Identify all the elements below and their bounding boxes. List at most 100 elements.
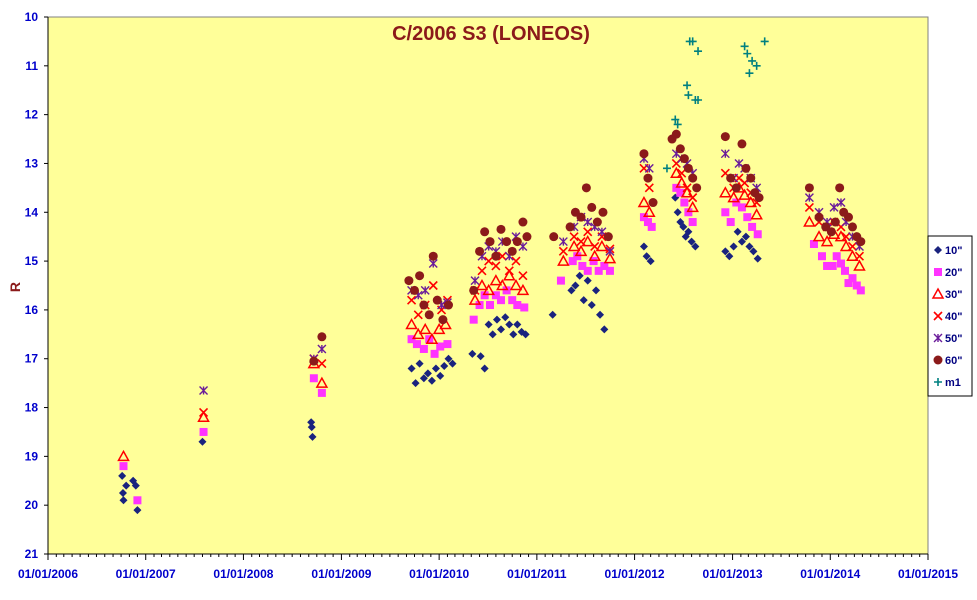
data-point xyxy=(684,208,693,217)
data-point xyxy=(836,259,845,268)
data-point xyxy=(573,252,582,261)
data-point xyxy=(727,191,740,203)
data-point xyxy=(431,364,440,373)
data-point xyxy=(677,168,687,178)
data-point xyxy=(814,212,824,222)
data-point xyxy=(684,227,693,236)
data-point xyxy=(639,242,648,251)
data-point xyxy=(309,374,318,383)
data-point xyxy=(469,315,478,324)
data-point xyxy=(411,379,420,388)
data-point xyxy=(565,222,575,232)
data-point xyxy=(587,202,597,212)
legend-label: m1 xyxy=(945,377,961,389)
data-point xyxy=(518,217,528,227)
data-point xyxy=(760,37,769,46)
data-point xyxy=(642,252,651,261)
data-point xyxy=(480,364,489,373)
data-point xyxy=(502,286,511,295)
data-point xyxy=(643,205,656,218)
data-point xyxy=(448,359,457,368)
legend-marker xyxy=(934,378,942,386)
data-point xyxy=(856,237,866,247)
data-point xyxy=(518,271,528,281)
data-point xyxy=(676,188,685,197)
data-point xyxy=(834,230,848,242)
series-5 xyxy=(309,129,866,366)
data-point xyxy=(571,281,580,290)
data-point xyxy=(436,342,445,351)
x-tick-label: 01/01/2008 xyxy=(213,567,273,581)
data-point xyxy=(854,251,865,261)
x-tick-label: 01/01/2009 xyxy=(311,567,371,581)
data-point xyxy=(836,198,846,208)
legend-marker xyxy=(933,355,943,365)
data-point xyxy=(687,237,696,246)
legend-label: 20" xyxy=(945,267,962,279)
data-point xyxy=(753,230,762,239)
data-point xyxy=(119,462,128,471)
legend-label: 60" xyxy=(945,355,962,367)
data-point xyxy=(509,278,523,291)
data-point xyxy=(428,251,438,261)
data-point xyxy=(503,269,516,281)
data-point xyxy=(589,257,598,266)
y-axis-label: R xyxy=(7,282,23,292)
data-point xyxy=(721,247,730,256)
legend: 10" 20" 30" 40" 50" 60" m1 xyxy=(927,235,973,397)
x-tick-label: 01/01/2015 xyxy=(898,567,958,581)
data-point xyxy=(522,232,532,242)
data-point xyxy=(512,237,522,247)
data-point xyxy=(847,241,858,252)
data-point xyxy=(412,340,421,349)
data-point xyxy=(484,256,494,266)
data-point xyxy=(852,281,861,290)
data-point xyxy=(829,202,839,212)
data-point xyxy=(603,252,617,264)
data-point xyxy=(413,310,423,320)
data-point xyxy=(594,266,603,275)
data-point xyxy=(199,427,208,436)
data-point xyxy=(556,276,565,285)
data-point xyxy=(583,276,592,285)
data-point xyxy=(415,359,424,368)
data-point xyxy=(595,239,609,252)
data-point xyxy=(605,246,615,256)
y-tick-label: 21 xyxy=(25,547,39,561)
data-point xyxy=(575,271,584,280)
legend-label: 30" xyxy=(945,289,962,301)
data-point xyxy=(749,247,758,256)
data-point xyxy=(484,320,493,329)
data-point xyxy=(475,301,484,310)
data-point xyxy=(122,481,131,490)
data-point xyxy=(662,164,671,173)
y-tick-label: 11 xyxy=(25,59,38,73)
data-point xyxy=(745,69,754,78)
data-point xyxy=(841,266,850,275)
legend-marker xyxy=(933,311,943,321)
data-point xyxy=(513,301,522,310)
data-point xyxy=(679,154,689,164)
data-point xyxy=(497,251,507,261)
data-point xyxy=(407,295,417,305)
data-point xyxy=(410,285,420,295)
data-point xyxy=(424,310,434,320)
x-tick-label: 01/01/2013 xyxy=(703,567,763,581)
data-point xyxy=(420,285,430,295)
data-point xyxy=(828,261,837,270)
data-point xyxy=(131,481,140,490)
data-point xyxy=(725,252,734,261)
legend-marker xyxy=(933,333,943,343)
data-point xyxy=(737,203,746,212)
data-point xyxy=(637,195,651,208)
data-point xyxy=(647,222,656,231)
axes: 10 11 12 13 14 15 16 17 18 19 20 21 01/01/2006 01/01/… xyxy=(18,10,958,581)
data-point xyxy=(407,364,416,373)
data-point xyxy=(579,296,588,305)
data-point xyxy=(843,212,853,222)
data-point xyxy=(468,349,477,358)
data-point xyxy=(675,144,685,154)
data-point xyxy=(516,283,530,296)
legend-label: 50" xyxy=(945,333,962,345)
